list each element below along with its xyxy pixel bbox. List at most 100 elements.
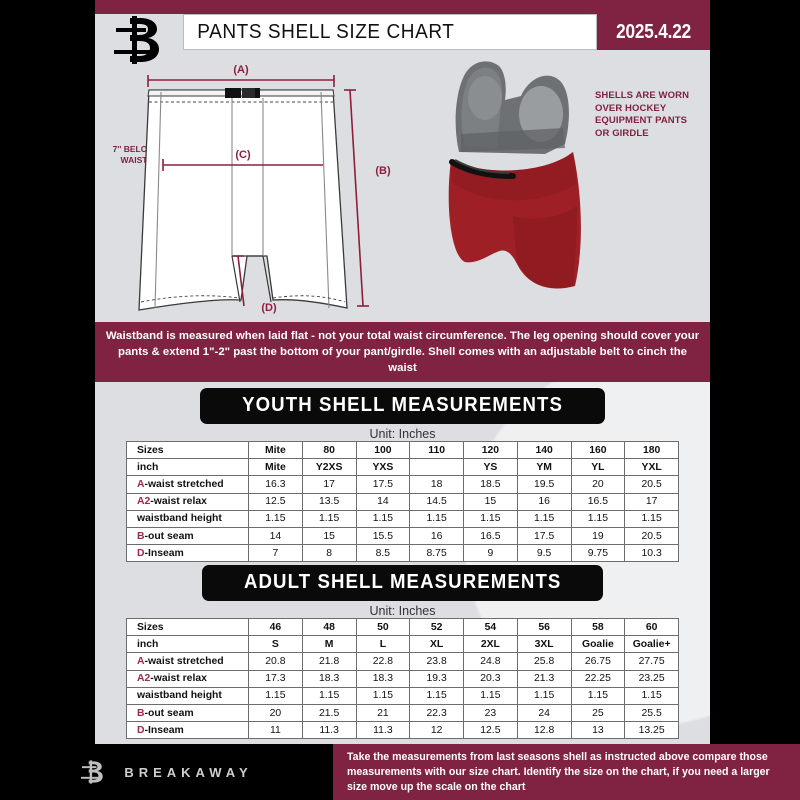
row-label: A-waist stretched [126,475,249,494]
table-cell: 1.15 [463,686,518,705]
table-cell: 15.5 [355,526,411,546]
table-cell: Mite [248,440,303,460]
row-label-prefix: A [137,655,145,667]
table-cell: 16 [516,492,572,511]
table-cell: 20.5 [624,475,679,494]
right-black-rail [710,0,800,800]
table-cell: 3XL [516,635,572,654]
breakaway-b-logo-footer [81,760,104,784]
table-cell: 12 [409,721,464,740]
table-cell: Goalie+ [624,635,679,654]
row-label: B-out seam [126,703,249,723]
table-cell: 18 [409,475,464,494]
table-row: A-waist stretched 16.3 17 17.5 18 18.5 19.5 20 2… [126,475,679,494]
table-row: Sizes Mite 80 100 110 120 140 160 180 [126,440,679,460]
row-label-prefix: B [137,707,145,719]
table-cell: 13 [570,721,626,740]
adult-section-banner: ADULT SHELL MEASUREMENTS Unit: Inches [95,565,710,618]
youth-banner-text: YOUTH SHELL MEASUREMENTS [242,394,563,416]
table-cell: Goalie [570,635,626,654]
table-cell: 18.3 [301,669,357,688]
table-cell: 56 [516,617,572,637]
table-cell: 20 [248,703,303,723]
table-cell: YL [570,458,626,477]
table-cell: 23 [463,703,518,723]
row-label: A2-waist relax [126,492,249,511]
product-photo [448,61,581,289]
table-cell: 8 [301,544,357,563]
table-cell: 1.15 [570,686,626,705]
dimension-label-c: (C) [235,149,251,161]
table-cell: 20.5 [624,526,679,546]
row-label: waistband height [126,686,249,705]
row-label-prefix: A [137,478,145,490]
table-cell: 7 [248,544,303,563]
page-header: PANTS SHELL SIZE CHART 2025.4.22 [95,0,710,64]
footer-note: Take the measurements from last seasons … [333,744,800,800]
footer-note-text: Take the measurements from last seasons … [347,750,770,793]
table-cell: 24 [516,703,572,723]
row-label: A2-waist relax [126,669,249,688]
table-row: Sizes 46 48 50 52 54 56 58 60 [126,617,679,637]
table-cell: 9.75 [570,544,626,563]
table-cell: 1.15 [516,686,572,705]
page-footer: BREAKAWAY Take the measurements from las… [0,744,800,800]
table-cell: 1.15 [409,686,464,705]
table-row: waistband height 1.15 1.15 1.15 1.15 1.15 1.15… [126,686,679,705]
table-cell: 1.15 [301,509,357,528]
table-cell: 13.5 [301,492,357,511]
table-row: A2-waist relax 17.3 18.3 18.3 19.3 20.3 21.3 22… [126,669,679,688]
table-cell: 14 [248,526,303,546]
photo-note: SHELLS ARE WORN OVER HOCKEY EQUIPMENT PANT… [595,90,690,139]
table-cell: Mite [248,458,303,477]
table-cell: 180 [624,440,679,460]
shorts-technical-drawing: (A) (B) (C) (D) [138,64,391,314]
table-cell: 110 [409,440,464,460]
row-label-prefix: A2 [137,673,151,685]
table-cell: 19.3 [409,669,464,688]
table-cell: 25 [570,703,626,723]
dimension-label-d: (D) [261,302,277,314]
left-black-rail [0,0,95,800]
measurement-notice-text: Waistband is measured when laid flat - n… [105,330,700,374]
table-cell: 1.15 [355,509,411,528]
table-cell: 18.5 [463,475,518,494]
table-cell: 1.15 [248,686,303,705]
table-cell: 21.5 [301,703,357,723]
adult-banner-text: ADULT SHELL MEASUREMENTS [243,571,562,593]
table-cell: 21.8 [301,652,357,671]
table-cell: 58 [570,617,626,637]
adult-size-table: Sizes 46 48 50 52 54 56 58 60 inch S M L XL 2XL 3XL Goal… [126,617,679,740]
table-row: B-out seam 14 15 15.5 16 16.5 17.5 19 20.5 [126,526,679,546]
measurement-notice: Waistband is measured when laid flat - n… [95,322,710,382]
table-cell: 60 [624,617,679,637]
diagram-section: 7'' BELOW WAIST [95,61,710,320]
table-cell: 20 [570,475,626,494]
table-cell: 23.8 [409,652,464,671]
table-cell: 8.5 [355,544,411,563]
table-cell: 1.15 [248,509,303,528]
table-cell: 15 [301,526,357,546]
adult-table-wrapper: Sizes 46 48 50 52 54 56 58 60 inch S M L XL 2XL 3XL Goal… [126,617,679,740]
date-badge-text: 2025.4.22 [616,20,691,43]
table-cell: 22.3 [409,703,464,723]
row-label-prefix: D [137,724,145,736]
youth-section-banner: YOUTH SHELL MEASUREMENTS Unit: Inches [95,388,710,441]
table-cell: M [301,635,357,654]
row-label: A-waist stretched [126,652,249,671]
table-cell: 1.15 [570,509,626,528]
date-badge: 2025.4.22 [597,14,710,50]
top-accent-bar [95,0,710,14]
table-cell: 10.3 [624,544,679,563]
table-cell: 16 [409,526,464,546]
table-cell: 17.5 [355,475,411,494]
table-cell: 17 [624,492,679,511]
row-label-prefix: B [137,530,145,542]
table-cell: 20.8 [248,652,303,671]
table-cell: 25.5 [624,703,679,723]
row-label: D-Inseam [126,721,249,740]
table-cell: 22.25 [570,669,626,688]
youth-table-body: Sizes Mite 80 100 110 120 140 160 180 inch Mite Y2X… [126,440,679,563]
table-cell: 12.5 [463,721,518,740]
